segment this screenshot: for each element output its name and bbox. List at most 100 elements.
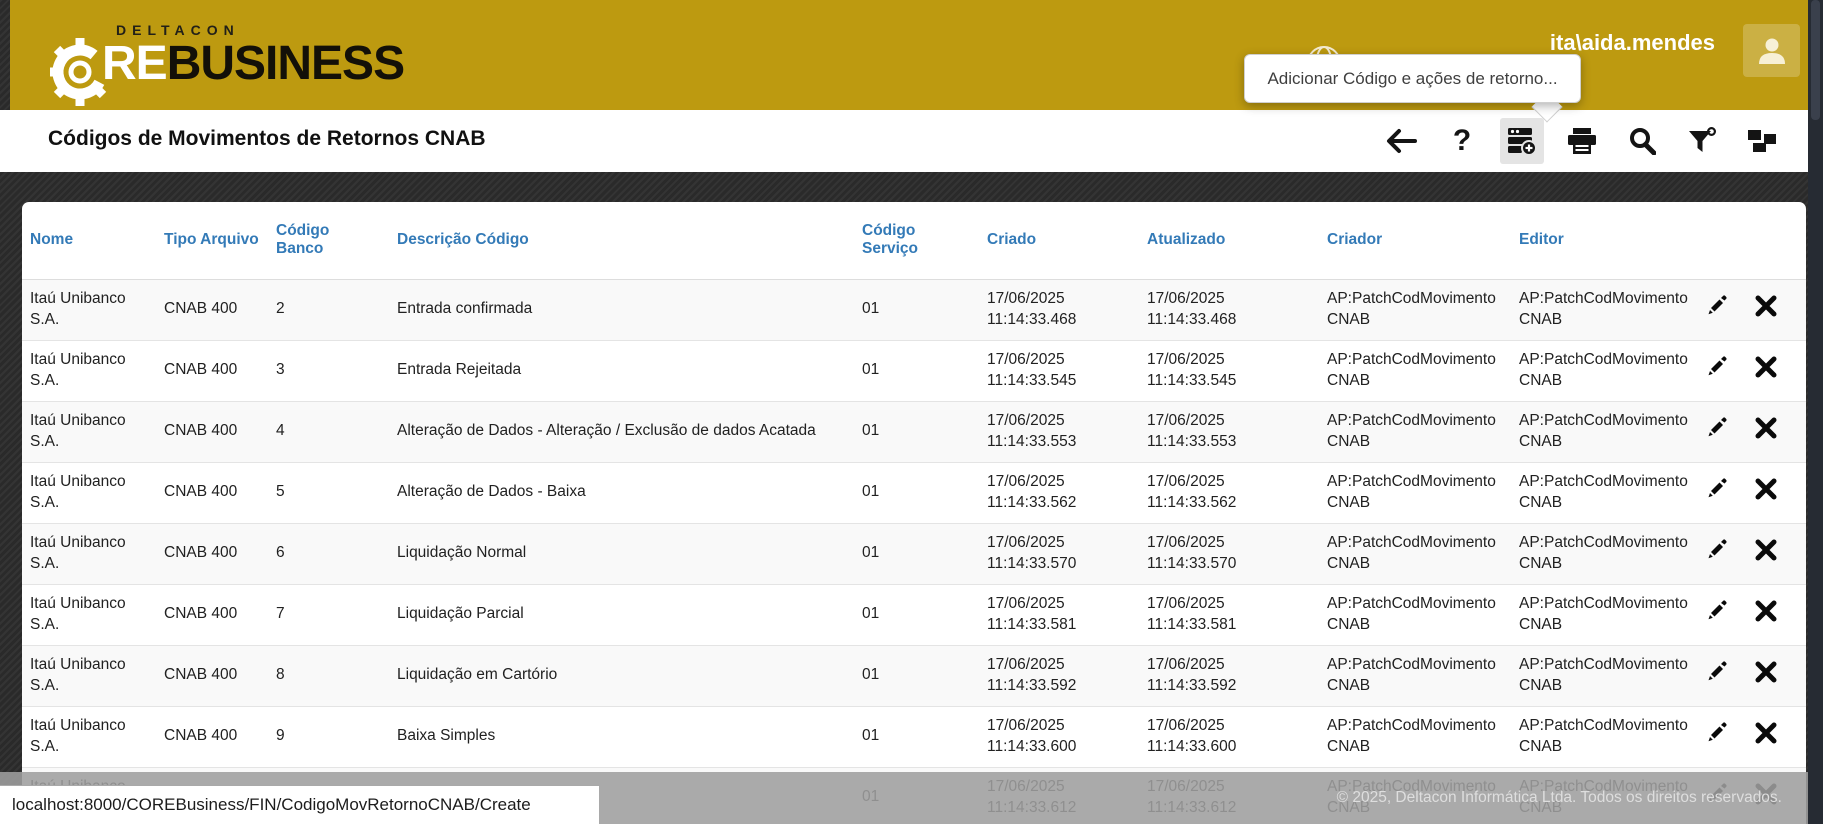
delete-x-icon[interactable]: [1754, 416, 1778, 446]
col-header-codigo-servico[interactable]: Código Serviço: [854, 202, 979, 280]
cell-codigo-banco: 8: [268, 645, 389, 707]
cell-tipo-arquivo: CNAB 400: [156, 706, 268, 768]
table-row: Itaú Unibanco S.A. CNAB 400 7 Liquidação…: [22, 584, 1806, 646]
edit-pencil-icon[interactable]: [1704, 660, 1728, 690]
delete-x-icon[interactable]: [1754, 477, 1778, 507]
cell-criador: AP:PatchCodMovimentoCNAB: [1319, 340, 1511, 402]
cell-editor: AP:PatchCodMovimentoCNAB: [1511, 706, 1696, 768]
col-header-nome[interactable]: Nome: [22, 202, 156, 280]
scrollbar[interactable]: [1808, 0, 1823, 824]
user-menu-button[interactable]: [1743, 24, 1800, 77]
layout-grid-icon: [1748, 130, 1776, 152]
cell-tipo-arquivo: CNAB 400: [156, 645, 268, 707]
cell-criado: 17/06/2025 11:14:33.581: [979, 584, 1139, 646]
cell-codigo-banco: 9: [268, 706, 389, 768]
search-button[interactable]: [1620, 118, 1664, 164]
cell-editor: AP:PatchCodMovimentoCNAB: [1511, 584, 1696, 646]
layout-button[interactable]: [1740, 118, 1784, 164]
cell-descricao: Liquidação em Cartório: [389, 645, 854, 707]
edit-pencil-icon[interactable]: [1704, 477, 1728, 507]
cell-tipo-arquivo: CNAB 400: [156, 340, 268, 402]
cell-actions: [1696, 706, 1806, 768]
delete-x-icon[interactable]: [1754, 660, 1778, 690]
cell-atualizado: 17/06/2025 11:14:33.600: [1139, 706, 1319, 768]
delete-x-icon[interactable]: [1754, 355, 1778, 385]
cell-editor: AP:PatchCodMovimentoCNAB: [1511, 279, 1696, 341]
cell-criado: 17/06/2025 11:14:33.562: [979, 462, 1139, 524]
cell-codigo-servico: 01: [854, 645, 979, 707]
back-button[interactable]: [1380, 118, 1424, 164]
cell-codigo-servico: 01: [854, 706, 979, 768]
delete-x-icon[interactable]: [1754, 599, 1778, 629]
help-icon: ?: [1452, 124, 1472, 157]
person-icon: [1758, 38, 1785, 64]
edit-pencil-icon[interactable]: [1704, 355, 1728, 385]
add-record-button[interactable]: [1500, 118, 1544, 164]
print-icon: [1568, 128, 1596, 154]
cell-atualizado: 17/06/2025 11:14:33.553: [1139, 401, 1319, 463]
cell-descricao: Alteração de Dados - Baixa: [389, 462, 854, 524]
cell-tipo-arquivo: CNAB 400: [156, 462, 268, 524]
cell-descricao: Entrada Rejeitada: [389, 340, 854, 402]
help-button[interactable]: ?: [1440, 118, 1484, 164]
table-header-row: Nome Tipo Arquivo Código Banco Descrição…: [22, 202, 1806, 280]
cell-codigo-banco: 7: [268, 584, 389, 646]
col-header-criado[interactable]: Criado: [979, 202, 1139, 280]
cell-criador: AP:PatchCodMovimentoCNAB: [1319, 706, 1511, 768]
cell-descricao: Entrada confirmada: [389, 279, 854, 341]
cell-actions: [1696, 279, 1806, 341]
col-header-criador[interactable]: Criador: [1319, 202, 1511, 280]
col-header-editor[interactable]: Editor: [1511, 202, 1696, 280]
cell-tipo-arquivo: CNAB 400: [156, 523, 268, 585]
delete-x-icon[interactable]: [1754, 721, 1778, 751]
edit-pencil-icon[interactable]: [1704, 538, 1728, 568]
scrollbar-thumb[interactable]: [1811, 0, 1820, 120]
cell-nome: Itaú Unibanco S.A.: [22, 279, 156, 341]
col-header-actions: [1696, 202, 1806, 280]
cell-criado: 17/06/2025 11:14:33.553: [979, 401, 1139, 463]
cell-nome: Itaú Unibanco S.A.: [22, 584, 156, 646]
col-header-tipo-arquivo[interactable]: Tipo Arquivo: [156, 202, 268, 280]
table-row: Itaú Unibanco S.A. CNAB 400 5 Alteração …: [22, 462, 1806, 524]
cell-descricao: Alteração de Dados - Alteração / Exclusã…: [389, 401, 854, 463]
cell-criador: AP:PatchCodMovimentoCNAB: [1319, 401, 1511, 463]
cell-actions: [1696, 584, 1806, 646]
filter-button[interactable]: [1680, 118, 1724, 164]
cell-nome: Itaú Unibanco S.A.: [22, 340, 156, 402]
cell-editor: AP:PatchCodMovimentoCNAB: [1511, 340, 1696, 402]
cell-editor: AP:PatchCodMovimentoCNAB: [1511, 462, 1696, 524]
delete-x-icon[interactable]: [1754, 294, 1778, 324]
edit-pencil-icon[interactable]: [1704, 599, 1728, 629]
cell-codigo-banco: 3: [268, 340, 389, 402]
gear-C-with-O-icon: [50, 38, 108, 106]
cell-nome: Itaú Unibanco S.A.: [22, 645, 156, 707]
page-title: Códigos de Movimentos de Retornos CNAB: [48, 127, 486, 150]
tooltip-text: Adicionar Código e ações de retorno...: [1267, 68, 1558, 88]
cell-editor: AP:PatchCodMovimentoCNAB: [1511, 645, 1696, 707]
edit-pencil-icon[interactable]: [1704, 294, 1728, 324]
cell-atualizado: 17/06/2025 11:14:33.581: [1139, 584, 1319, 646]
cell-criador: AP:PatchCodMovimentoCNAB: [1319, 645, 1511, 707]
cell-nome: Itaú Unibanco S.A.: [22, 401, 156, 463]
cell-criador: AP:PatchCodMovimentoCNAB: [1319, 279, 1511, 341]
brand-logo-text: REBUSINESS: [102, 37, 405, 90]
edit-pencil-icon[interactable]: [1704, 416, 1728, 446]
cell-nome: Itaú Unibanco S.A.: [22, 706, 156, 768]
cell-codigo-banco: 2: [268, 279, 389, 341]
records-table: Nome Tipo Arquivo Código Banco Descrição…: [22, 202, 1806, 824]
brand-company-name: DELTACON: [116, 22, 240, 38]
logged-user-name[interactable]: ita\aida.mendes: [1549, 30, 1715, 55]
print-button[interactable]: [1560, 118, 1604, 164]
cell-atualizado: 17/06/2025 11:14:33.562: [1139, 462, 1319, 524]
table-row: Itaú Unibanco S.A. CNAB 400 8 Liquidação…: [22, 645, 1806, 707]
col-header-atualizado[interactable]: Atualizado: [1139, 202, 1319, 280]
link-preview-statusbar: localhost:8000/COREBusiness/FIN/CodigoMo…: [0, 785, 600, 824]
col-header-descricao[interactable]: Descrição Código: [389, 202, 854, 280]
cell-atualizado: 17/06/2025 11:14:33.468: [1139, 279, 1319, 341]
cell-codigo-banco: 5: [268, 462, 389, 524]
edit-pencil-icon[interactable]: [1704, 721, 1728, 751]
delete-x-icon[interactable]: [1754, 538, 1778, 568]
cell-actions: [1696, 340, 1806, 402]
col-header-codigo-banco[interactable]: Código Banco: [268, 202, 389, 280]
cell-codigo-banco: 6: [268, 523, 389, 585]
